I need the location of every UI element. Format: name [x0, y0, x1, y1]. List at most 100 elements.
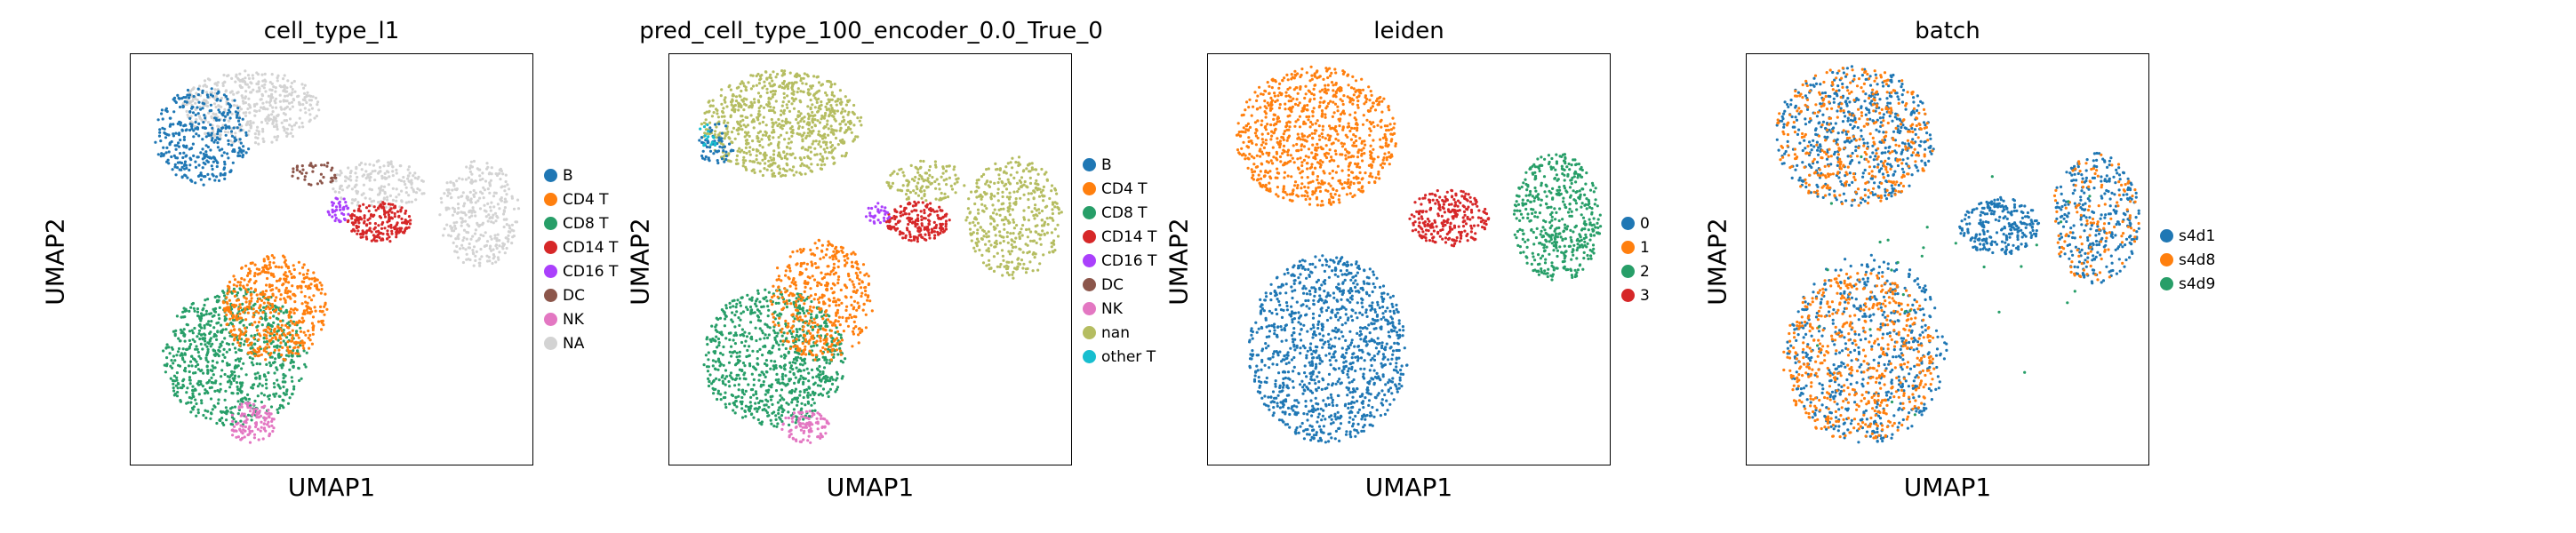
data-point — [245, 274, 250, 277]
data-point — [1007, 221, 1011, 225]
data-point — [200, 326, 204, 330]
data-point — [741, 158, 745, 162]
data-point — [216, 389, 220, 393]
data-point — [730, 140, 733, 144]
data-point — [836, 109, 839, 113]
data-point — [263, 418, 267, 422]
data-point — [786, 157, 789, 161]
data-point — [505, 218, 508, 221]
data-point — [985, 249, 988, 252]
data-point — [252, 336, 256, 339]
data-point — [496, 203, 500, 206]
data-point — [186, 176, 189, 179]
data-point — [471, 235, 475, 238]
data-point — [260, 121, 264, 124]
data-point — [1035, 179, 1038, 182]
data-point — [250, 352, 253, 355]
data-point — [767, 138, 772, 141]
data-point — [828, 140, 832, 144]
data-point — [989, 217, 993, 220]
data-point — [828, 362, 831, 365]
data-point — [1001, 254, 1004, 258]
data-point — [706, 343, 709, 346]
data-point — [852, 138, 856, 141]
data-point — [224, 328, 228, 331]
data-point — [246, 311, 250, 314]
data-point — [316, 103, 319, 107]
data-point — [788, 109, 792, 113]
data-point — [188, 96, 191, 99]
data-point — [843, 131, 846, 134]
data-point — [744, 159, 748, 163]
data-point — [225, 350, 228, 354]
data-point — [317, 288, 321, 291]
data-point — [803, 131, 806, 135]
data-point — [1048, 251, 1052, 254]
data-point — [183, 366, 188, 370]
data-point — [474, 228, 477, 232]
data-point — [1036, 188, 1039, 192]
data-point — [186, 323, 189, 327]
data-point — [890, 227, 893, 230]
data-point — [196, 362, 200, 367]
data-point — [282, 392, 285, 395]
data-point — [247, 103, 251, 107]
data-point — [453, 210, 457, 213]
data-point — [230, 134, 234, 138]
data-point — [210, 87, 213, 91]
data-point — [928, 164, 932, 169]
data-point — [904, 193, 908, 196]
data-point — [190, 124, 194, 128]
data-point — [413, 171, 417, 175]
data-point — [1002, 259, 1005, 262]
data-point — [258, 410, 261, 413]
data-point — [234, 131, 237, 135]
data-point — [1008, 191, 1012, 195]
data-point — [167, 162, 171, 165]
data-point — [827, 347, 830, 351]
data-point — [252, 315, 255, 319]
data-point — [216, 330, 220, 333]
data-point — [249, 119, 252, 123]
data-point — [1021, 170, 1025, 173]
data-point — [772, 136, 775, 139]
data-point — [370, 203, 373, 207]
data-point — [202, 152, 205, 155]
data-point — [844, 129, 848, 132]
data-point — [363, 216, 366, 219]
data-point — [956, 177, 960, 180]
legend-label: CD16 T — [563, 262, 619, 281]
data-point — [231, 161, 235, 164]
data-point — [340, 171, 343, 175]
data-point — [220, 369, 224, 372]
data-point — [330, 201, 334, 204]
data-point — [293, 306, 297, 311]
data-point — [815, 375, 819, 378]
data-point — [247, 397, 252, 401]
data-point — [1008, 252, 1012, 256]
data-point — [370, 230, 373, 234]
data-point — [761, 146, 764, 149]
data-point — [301, 344, 305, 347]
data-point — [792, 90, 796, 93]
data-point — [228, 126, 231, 130]
data-point — [742, 161, 746, 164]
data-point — [1016, 265, 1020, 268]
data-point — [219, 330, 223, 334]
data-point — [803, 115, 806, 119]
data-point — [227, 119, 230, 123]
data-point — [391, 170, 395, 173]
data-point — [185, 100, 188, 104]
data-point — [292, 267, 296, 272]
data-point — [910, 221, 915, 225]
data-point — [257, 311, 260, 314]
data-point — [235, 365, 238, 369]
data-point — [748, 153, 752, 156]
data-point — [289, 307, 293, 311]
data-point — [468, 190, 472, 194]
data-point — [224, 126, 228, 130]
data-point — [280, 323, 284, 327]
data-point — [729, 88, 732, 91]
data-point — [200, 369, 204, 372]
data-point — [916, 213, 920, 217]
